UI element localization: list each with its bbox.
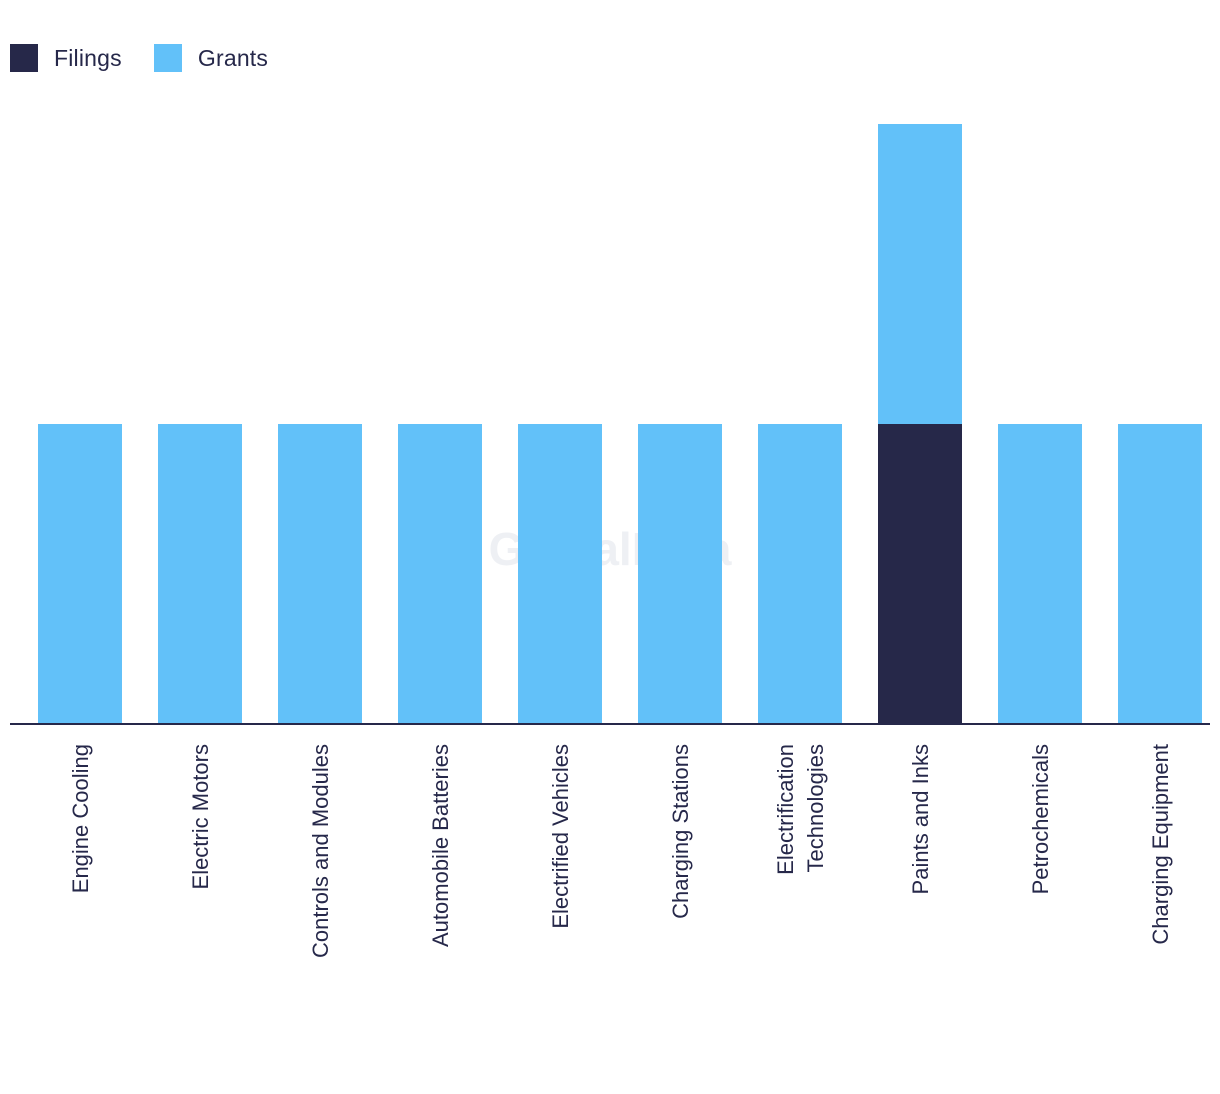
bar-grants-2[interactable] [278,424,362,724]
x-tick-labels: Engine Cooling Electric Motors Controls an… [68,744,1173,958]
x-tick-label-line: Electrification [773,744,798,875]
legend: Filings Grants [10,44,300,72]
x-tick-label-line: Paints and Inks [908,744,933,894]
x-tick-label-line: Charging Equipment [1148,744,1173,945]
legend-swatch-filings [10,44,38,72]
x-tick-label-0: Engine Cooling [68,744,93,893]
bar-grants-1[interactable] [158,424,242,724]
legend-label-filings: Filings [54,44,122,71]
x-tick-label-3: Automobile Batteries [428,744,453,947]
legend-item-filings[interactable]: Filings [10,44,122,72]
x-tick-label-5: Charging Stations [668,744,693,919]
x-tick-label-7: Paints and Inks [908,744,933,894]
x-tick-label-2: Controls and Modules [308,744,333,958]
bar-grants-4[interactable] [518,424,602,724]
bar-grants-9[interactable] [1118,424,1202,724]
legend-label-grants: Grants [197,44,269,71]
x-tick-label-4: Electrified Vehicles [548,744,573,929]
x-tick-label-6: Electrification Technologies [773,744,828,875]
x-tick-label-line: Technologies [803,744,828,872]
bar-grants-6[interactable] [758,424,842,724]
x-tick-label-9: Charging Equipment [1148,744,1173,945]
x-tick-label-1: Electric Motors [188,744,213,889]
x-tick-label-line: Electric Motors [188,744,213,889]
bar-grants-3[interactable] [398,424,482,724]
x-tick-label-line: Electrified Vehicles [548,744,573,929]
x-tick-label-line: Controls and Modules [308,744,333,958]
legend-swatch-grants [153,44,182,72]
bar-grants-7[interactable] [878,124,962,424]
x-tick-label-line: Charging Stations [668,744,693,919]
x-tick-label-line: Petrochemicals [1028,744,1053,894]
bars-layer [38,124,1202,724]
bar-grants-0[interactable] [38,424,122,724]
x-tick-label-line: Automobile Batteries [428,744,453,947]
bar-grants-5[interactable] [638,424,722,724]
legend-item-grants[interactable]: Grants [153,44,269,72]
bar-filings-7[interactable] [878,424,962,724]
x-tick-label-line: Engine Cooling [68,744,93,893]
bar-grants-8[interactable] [998,424,1082,724]
x-tick-label-8: Petrochemicals [1028,744,1053,894]
